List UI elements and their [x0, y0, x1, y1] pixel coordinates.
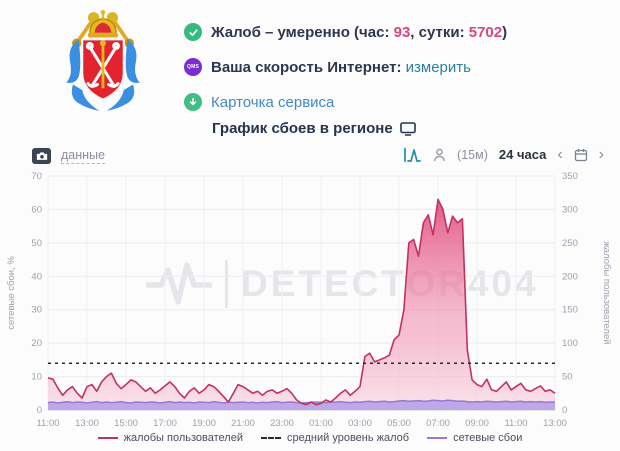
- svg-text:300: 300: [562, 204, 578, 215]
- legend-label-average: средний уровень жалоб: [287, 432, 410, 444]
- chart-type-icon[interactable]: [402, 146, 422, 163]
- svg-text:сетевые сбои, %: сетевые сбои, %: [6, 256, 17, 330]
- svg-text:250: 250: [562, 238, 578, 249]
- svg-text:17:00: 17:00: [153, 418, 177, 429]
- check-circle-icon: [184, 23, 202, 41]
- status-row: Жалоб – умеренно (час: 93, сутки: 5702): [184, 21, 507, 43]
- legend-label-complaints: жалобы пользователей: [123, 432, 243, 444]
- user-icon[interactable]: [433, 148, 446, 162]
- legend-swatch-average: [261, 437, 281, 439]
- svg-text:15:00: 15:00: [114, 418, 138, 429]
- svg-text:07:00: 07:00: [426, 418, 450, 429]
- speed-row: QMS Ваша скорость Интернет: измерить: [184, 56, 471, 78]
- legend-swatch-failures: [427, 437, 448, 439]
- svg-text:40: 40: [31, 271, 42, 282]
- data-link[interactable]: данные: [61, 148, 105, 164]
- measure-speed-link[interactable]: измерить: [405, 58, 471, 76]
- svg-text:13:00: 13:00: [543, 418, 567, 429]
- next-period-arrow[interactable]: ›: [598, 145, 604, 163]
- svg-text:03:00: 03:00: [348, 418, 372, 429]
- svg-text:100: 100: [562, 338, 578, 349]
- screenshot-camera-button[interactable]: [32, 148, 51, 164]
- complaints-hour-count: 93: [393, 23, 411, 41]
- svg-text:60: 60: [31, 204, 42, 215]
- svg-text:20: 20: [31, 338, 42, 349]
- legend-item-average[interactable]: средний уровень жалоб: [261, 432, 409, 444]
- outage-chart[interactable]: DETECTOR404 11:00 13:00 15:00 17:00 19:00 21:…: [0, 166, 620, 436]
- coat-of-arms: [66, 9, 140, 111]
- chart-toolbar-left: данные: [32, 148, 105, 164]
- page-title: График сбоев в регионе: [212, 120, 416, 137]
- speed-test-icon: QMS: [184, 58, 202, 76]
- svg-text:30: 30: [31, 305, 42, 316]
- chart-toolbar-right: (15м) 24 часа ‹ ›: [402, 146, 604, 163]
- legend-label-failures: сетевые сбои: [453, 432, 523, 444]
- svg-text:50: 50: [562, 372, 573, 383]
- legend-item-complaints[interactable]: жалобы пользователей: [97, 432, 243, 444]
- service-card-row: Карточка сервиса: [184, 91, 334, 113]
- svg-text:0: 0: [562, 405, 567, 416]
- time-range-selector[interactable]: 24 часа: [498, 147, 547, 162]
- svg-text:жалобы пользователей: жалобы пользователей: [601, 241, 612, 344]
- svg-text:70: 70: [31, 171, 42, 182]
- service-card-link[interactable]: Карточка сервиса: [211, 93, 335, 111]
- svg-text:23:00: 23:00: [270, 418, 294, 429]
- chart-legend: жалобы пользователей средний уровень жал…: [0, 432, 620, 444]
- svg-text:21:00: 21:00: [231, 418, 255, 429]
- svg-text:10: 10: [31, 372, 42, 383]
- svg-text:01:00: 01:00: [309, 418, 333, 429]
- svg-text:200: 200: [562, 271, 578, 282]
- svg-text:09:00: 09:00: [465, 418, 489, 429]
- svg-text:11:00: 11:00: [504, 418, 527, 429]
- svg-text:350: 350: [562, 171, 578, 182]
- svg-text:19:00: 19:00: [192, 418, 216, 429]
- status-text: Жалоб – умеренно (час: 93, сутки: 5702): [211, 23, 508, 41]
- monitor-icon: [399, 121, 416, 136]
- complaints-day-count: 5702: [468, 23, 503, 41]
- prev-period-arrow[interactable]: ‹: [557, 145, 563, 163]
- calendar-icon[interactable]: [574, 148, 588, 162]
- legend-swatch-complaints: [97, 437, 118, 439]
- svg-text:13:00: 13:00: [75, 418, 99, 429]
- download-arrow-icon: [184, 93, 202, 111]
- speed-text: Ваша скорость Интернет: измерить: [211, 58, 471, 76]
- svg-text:150: 150: [562, 305, 578, 316]
- chart-canvas[interactable]: 11:00 13:00 15:00 17:00 19:00 21:00 23:00 01:00…: [0, 166, 620, 436]
- interval-label: (15м): [457, 147, 488, 162]
- svg-text:05:00: 05:00: [387, 418, 411, 429]
- svg-text:11:00: 11:00: [36, 418, 59, 429]
- svg-text:50: 50: [31, 238, 42, 249]
- legend-item-failures[interactable]: сетевые сбои: [427, 432, 522, 444]
- svg-text:0: 0: [37, 405, 42, 416]
